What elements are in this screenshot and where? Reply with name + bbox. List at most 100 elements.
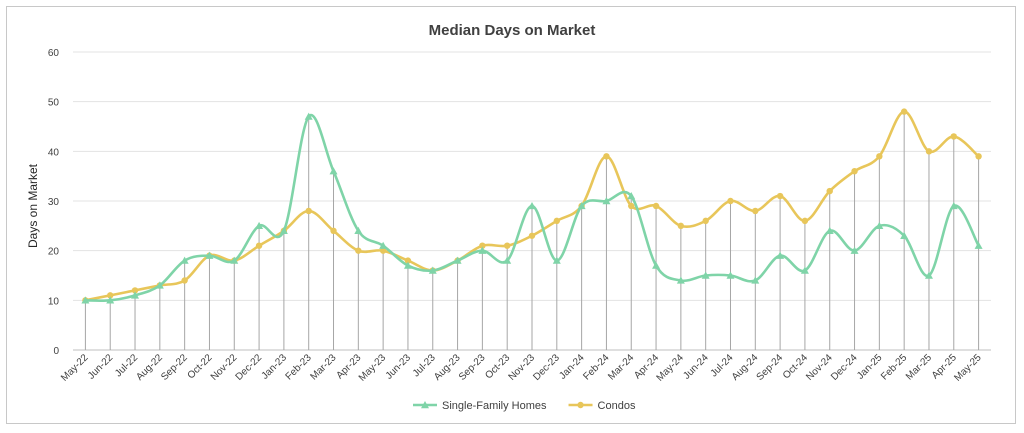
data-point — [676, 276, 685, 284]
legend-label: Condos — [598, 400, 636, 412]
data-point — [752, 207, 759, 215]
y-tick-label: 20 — [48, 247, 60, 258]
data-point — [950, 133, 957, 140]
y-tick-label: 10 — [48, 296, 60, 307]
legend-label: Single-Family Homes — [442, 400, 547, 412]
data-point — [876, 153, 883, 160]
x-tick-label: Aug-23 — [432, 352, 463, 383]
data-point — [900, 108, 908, 115]
data-point — [479, 242, 486, 249]
data-point — [726, 271, 735, 279]
data-point — [652, 202, 660, 210]
data-point — [503, 242, 511, 249]
x-tick-label: Jun-22 — [86, 352, 116, 382]
data-point — [925, 148, 933, 155]
x-tick-label: Mar-24 — [606, 352, 636, 382]
data-point — [924, 271, 933, 279]
series-triangle — [81, 112, 983, 304]
data-point — [801, 217, 809, 225]
y-tick-label: 60 — [48, 48, 60, 59]
data-point — [503, 256, 512, 264]
data-point — [255, 221, 264, 230]
x-tick-label: Nov-22 — [209, 352, 240, 383]
data-point — [131, 291, 140, 299]
x-tick-label: Sep-24 — [755, 352, 786, 383]
data-point — [677, 222, 685, 230]
x-tick-label: Sep-22 — [159, 352, 190, 383]
data-point — [107, 292, 114, 299]
x-tick-label: Aug-24 — [730, 352, 761, 383]
x-tick-label: Jun-24 — [681, 352, 711, 382]
data-point — [974, 241, 983, 249]
data-point — [404, 257, 412, 264]
data-point — [553, 217, 561, 225]
x-tick-label: May-22 — [59, 352, 91, 384]
legend-item: Condos — [568, 400, 636, 412]
data-point — [975, 153, 982, 160]
x-tick-label: Nov-24 — [804, 352, 835, 383]
data-point — [453, 256, 462, 264]
data-point — [825, 226, 834, 234]
data-point — [727, 197, 734, 205]
x-axis-ticks: May-22Jun-22Jul-22Aug-22Sep-22Oct-22Nov-… — [59, 352, 984, 384]
data-point — [800, 266, 809, 274]
drop-lines — [84, 111, 980, 350]
chart-title: Median Days on Market — [429, 22, 596, 39]
data-point — [776, 251, 785, 259]
data-point — [702, 217, 709, 225]
data-point — [304, 112, 313, 120]
y-tick-label: 0 — [53, 346, 59, 357]
line-chart: Median Days on Market 0 10 20 30 40 50 60 May-… — [26, 22, 991, 412]
data-point — [205, 251, 214, 259]
data-point — [354, 226, 363, 234]
data-point — [850, 246, 859, 254]
data-point — [528, 232, 536, 239]
x-tick-label: Nov-23 — [507, 352, 538, 383]
data-point — [751, 276, 760, 284]
legend: Single-Family Homes Condos — [413, 400, 636, 412]
data-point — [155, 281, 164, 289]
data-point — [131, 287, 139, 294]
data-point — [180, 256, 189, 264]
y-tick-label: 50 — [48, 98, 60, 109]
y-axis-ticks: 0 10 20 30 40 50 60 — [48, 48, 60, 357]
legend-marker — [421, 401, 429, 409]
x-tick-label: Mar-25 — [904, 352, 934, 382]
data-point — [478, 246, 487, 254]
data-point — [330, 227, 337, 234]
data-point — [106, 296, 115, 304]
data-point — [255, 242, 263, 249]
x-tick-label: Feb-23 — [284, 352, 314, 382]
data-point — [875, 221, 884, 230]
x-tick-label: May-24 — [655, 352, 687, 384]
data-point — [603, 153, 610, 160]
x-tick-label: Jun-23 — [384, 352, 414, 382]
legend-marker — [577, 401, 584, 409]
y-tick-label: 40 — [48, 147, 60, 158]
data-point — [776, 192, 784, 200]
data-point — [305, 207, 312, 215]
data-point — [329, 167, 338, 175]
x-tick-label: May-23 — [357, 352, 389, 384]
x-tick-label: Sep-23 — [457, 352, 488, 383]
x-tick-label: Dec-23 — [531, 352, 562, 383]
chart-frame: Median Days on Market 0 10 20 30 40 50 60 May-… — [6, 6, 1016, 424]
x-tick-label: Aug-22 — [134, 352, 165, 383]
data-point — [949, 201, 958, 210]
data-point — [627, 192, 636, 200]
series — [81, 108, 983, 304]
data-point — [279, 226, 288, 234]
data-point — [379, 247, 387, 254]
y-axis-title: Days on Market — [26, 163, 40, 248]
legend-item: Single-Family Homes — [413, 400, 547, 412]
data-point — [379, 241, 388, 249]
data-point — [403, 261, 412, 269]
data-point — [81, 296, 90, 304]
x-tick-label: Mar-23 — [308, 352, 338, 382]
data-point — [181, 277, 188, 284]
data-point — [552, 256, 561, 264]
data-point — [602, 197, 611, 205]
data-point — [701, 271, 710, 279]
x-tick-label: May-25 — [952, 352, 984, 384]
data-point — [628, 202, 635, 210]
